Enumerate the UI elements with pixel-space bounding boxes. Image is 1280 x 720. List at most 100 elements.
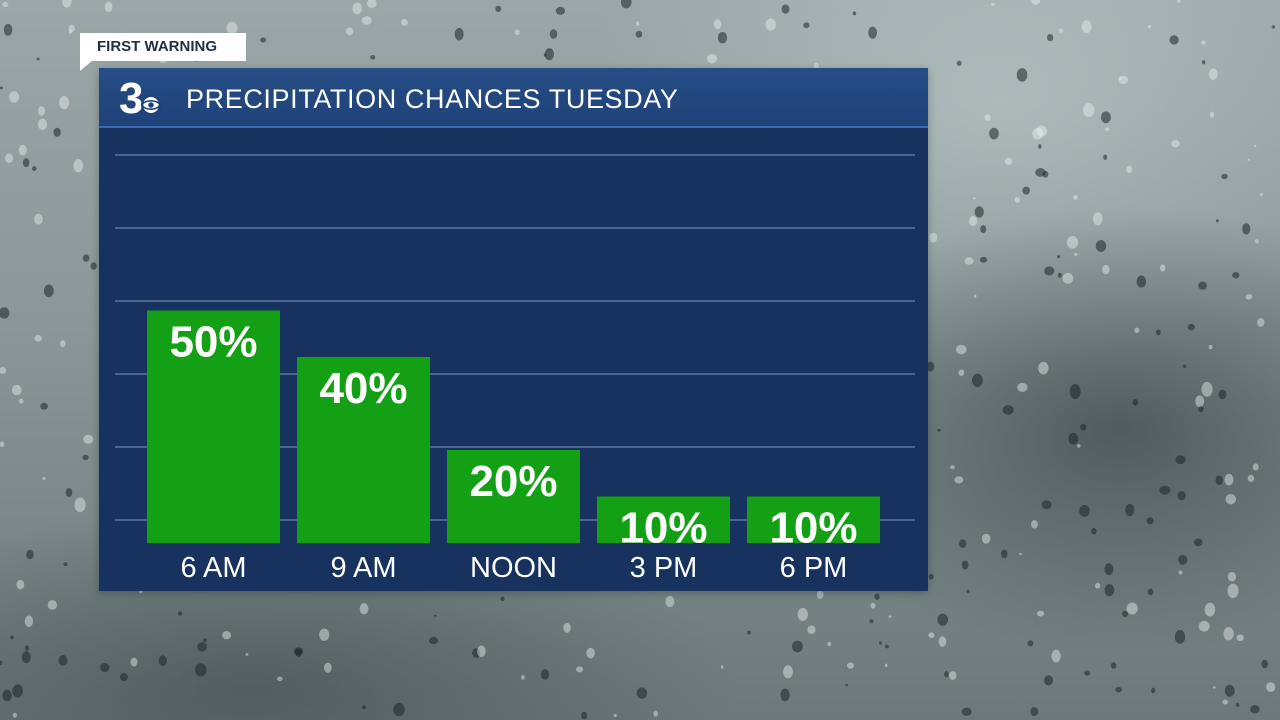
rain-drop [1257, 318, 1265, 327]
rain-drop [1068, 432, 1079, 445]
rain-drop [203, 638, 208, 643]
rain-drop [979, 256, 988, 263]
rain-drop [1198, 406, 1204, 413]
rain-drop [540, 669, 550, 680]
rain-drop [781, 4, 790, 14]
bar-value-label: 40% [319, 364, 407, 413]
rain-drop [1224, 684, 1235, 697]
rain-drop [581, 711, 588, 720]
logo-text: 3 [119, 75, 143, 119]
rain-drop [1019, 552, 1022, 556]
rain-drop [1176, 0, 1181, 3]
rain-drop [884, 644, 889, 649]
rain-drop [1178, 570, 1183, 575]
banner-tail [80, 61, 92, 71]
rain-drop [31, 166, 37, 171]
rain-drop [1174, 629, 1186, 644]
rain-drop [90, 262, 97, 270]
rain-drop [370, 55, 376, 60]
rain-drop [1132, 399, 1139, 406]
rain-drop [366, 0, 377, 9]
rain-drop [1126, 165, 1132, 174]
rain-drop [1044, 675, 1054, 686]
rain-drop [1147, 588, 1154, 596]
rain-drop [1159, 485, 1171, 495]
rain-drop [1091, 527, 1097, 535]
rain-drop [12, 712, 17, 718]
rain-drop [0, 366, 7, 375]
rain-drop [1104, 127, 1110, 132]
rain-drop [74, 497, 86, 513]
rain-drop [477, 645, 486, 658]
rain-drop [1212, 686, 1216, 689]
rain-drop [969, 216, 978, 227]
rain-drop [984, 114, 991, 121]
rain-drop [950, 465, 955, 470]
rain-drop [1126, 602, 1138, 615]
rain-drop [260, 37, 267, 43]
rain-drop [827, 641, 832, 647]
rain-drop [635, 21, 640, 26]
rain-drop [707, 53, 718, 64]
rain-drop [1151, 687, 1156, 694]
rain-drop [1252, 463, 1259, 471]
rain-drop [870, 602, 876, 609]
rain-drop [884, 663, 888, 668]
rain-drop [665, 595, 675, 608]
rain-drop [1147, 25, 1152, 29]
rain-drop [1038, 361, 1049, 375]
rain-drop [12, 684, 23, 698]
rain-drop [1027, 640, 1034, 647]
rain-drop [717, 31, 728, 44]
rain-drop [34, 213, 43, 225]
rain-drop [65, 487, 73, 497]
rain-drop [1146, 517, 1154, 525]
rain-drop [36, 57, 40, 61]
rain-drop [990, 2, 995, 7]
rain-drop [0, 441, 5, 447]
bar-value-label: 10% [769, 504, 857, 553]
rain-drop [1209, 111, 1215, 118]
rain-drop [869, 619, 874, 624]
rain-drop [0, 307, 10, 319]
rain-drop [34, 334, 42, 342]
rain-drop [63, 562, 68, 567]
rain-drop [1259, 192, 1263, 197]
rain-drop [1118, 76, 1122, 80]
rain-drop [68, 24, 75, 32]
rain-drop [1100, 111, 1111, 124]
rain-drop [1031, 0, 1041, 5]
rain-drop [1044, 266, 1055, 276]
rain-drop [1242, 223, 1251, 235]
rain-drop [813, 62, 819, 69]
rain-drop [1218, 389, 1227, 400]
rain-drop [1204, 602, 1216, 617]
rain-drop [18, 398, 24, 404]
rain-drop [222, 631, 232, 640]
rain-drop [2, 689, 12, 702]
rain-drop [1037, 610, 1045, 617]
rain-drop [100, 663, 110, 673]
bar [447, 450, 580, 543]
rain-drop [544, 48, 555, 61]
rain-drop [24, 645, 29, 651]
rain-drop [1110, 662, 1117, 669]
rain-drop [352, 2, 363, 15]
rain-drop [1057, 272, 1062, 278]
rain-drop [1057, 255, 1061, 259]
rain-drop [73, 159, 84, 173]
rain-drop [576, 666, 584, 673]
rain-drop [747, 630, 751, 635]
rain-drop [2, 1, 9, 8]
rain-drop [1077, 443, 1081, 448]
rain-drop [1202, 60, 1206, 65]
rain-drop [1118, 75, 1129, 85]
rain-drop [1261, 659, 1269, 669]
station-logo-icon: 3 [119, 75, 161, 119]
first-warning-banner: FIRST WARNING [80, 33, 246, 61]
rain-drop [1084, 670, 1091, 676]
rain-drop [16, 579, 25, 590]
rain-drop [846, 662, 854, 669]
bar [297, 357, 430, 543]
rain-drop [21, 651, 31, 664]
